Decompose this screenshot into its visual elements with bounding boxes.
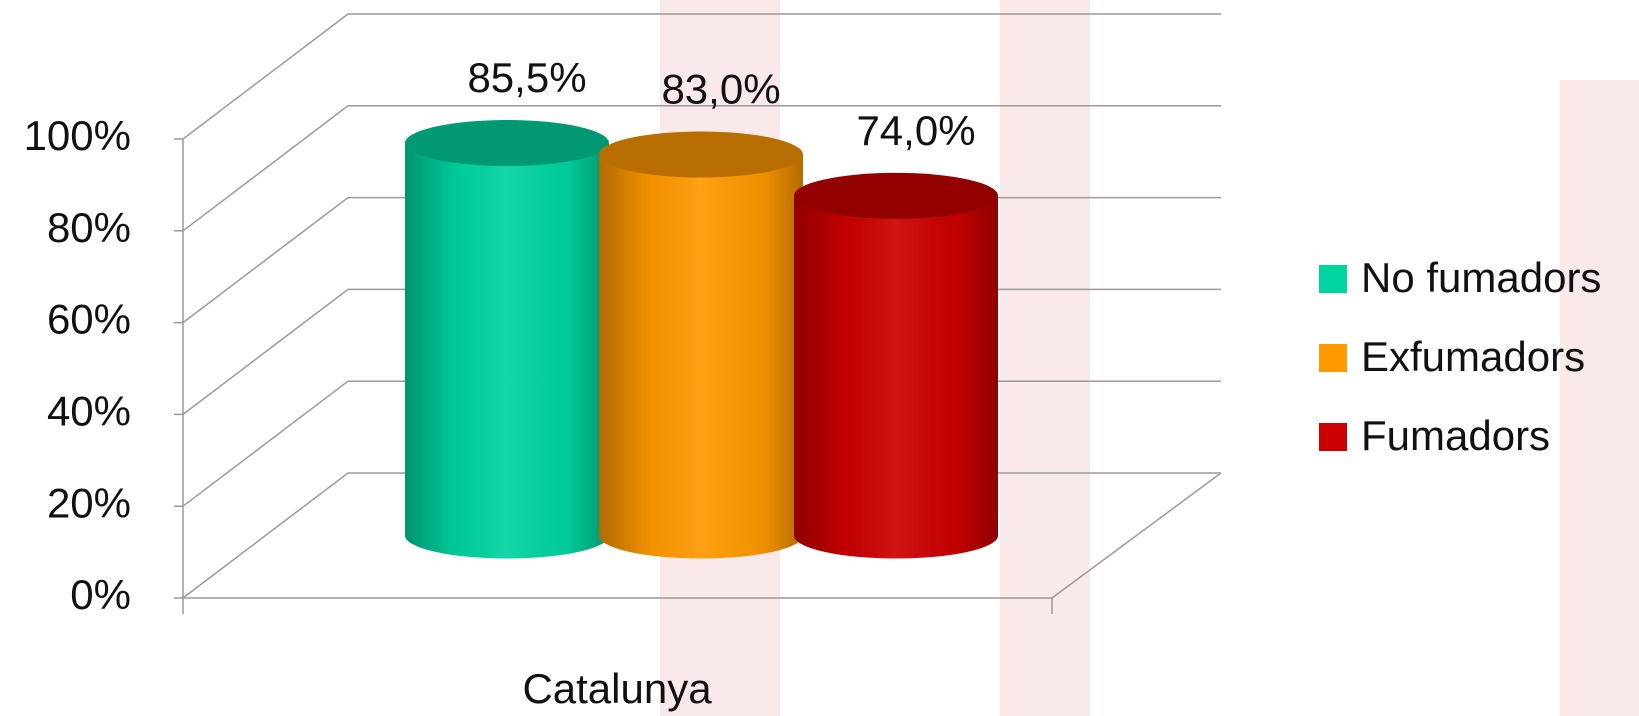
data-label: 85,5% [467, 54, 586, 101]
bar-top-shade [599, 131, 803, 178]
legend-swatch [1319, 344, 1347, 372]
bar-shade [794, 195, 998, 559]
bar-top [405, 120, 609, 167]
bar-top [599, 131, 803, 178]
bar-top [794, 172, 998, 219]
legend-label: Fumadors [1361, 412, 1550, 459]
grid-line [182, 13, 1221, 140]
data-label: 83,0% [661, 66, 780, 113]
x-tick-label: Catalunya [522, 665, 712, 712]
bar-top-shade [794, 172, 998, 219]
y-tick-label: 40% [47, 387, 131, 434]
bar [599, 131, 803, 559]
y-tick-label: 60% [47, 296, 131, 343]
bar [405, 120, 609, 559]
y-tick-label: 80% [47, 204, 131, 251]
y-tick-label: 100% [24, 112, 131, 159]
bar-shade [405, 143, 609, 559]
legend-label: Exfumadors [1361, 333, 1585, 380]
bar [794, 172, 998, 559]
grid-line [182, 105, 1221, 232]
bar-shade [599, 154, 803, 559]
legend-label: No fumadors [1361, 254, 1601, 301]
y-tick-label: 0% [70, 571, 131, 618]
y-tick-label: 20% [47, 479, 131, 526]
legend-swatch [1319, 265, 1347, 293]
data-label: 74,0% [856, 107, 975, 154]
legend-swatch [1319, 423, 1347, 451]
bar-top-shade [405, 120, 609, 167]
